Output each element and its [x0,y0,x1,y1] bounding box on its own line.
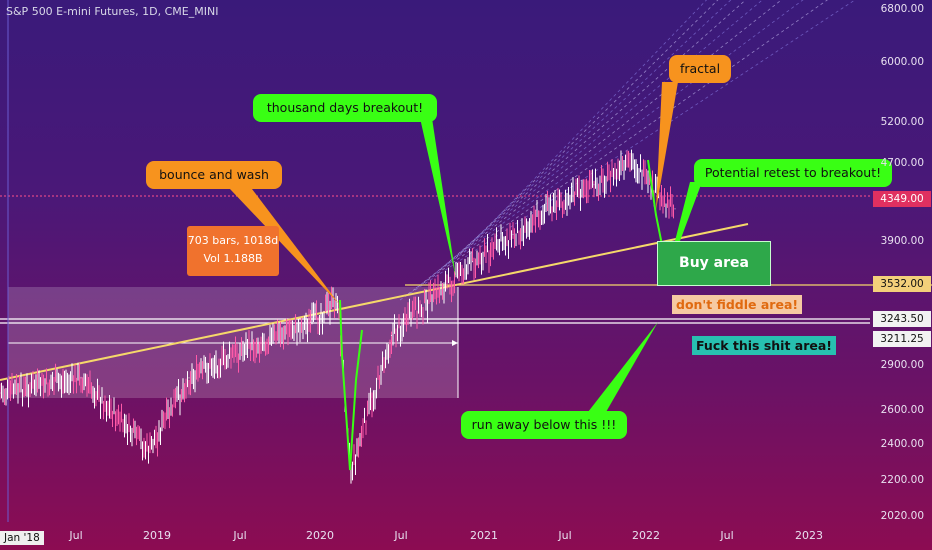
y-tick: 2400.00 [880,438,924,450]
level-tag-3211: 3211.25 [873,331,931,347]
thousand-pointer [420,118,456,278]
thousand-days-callout[interactable]: thousand days breakout! [253,94,437,122]
time-axis[interactable]: Jan '18 Jul 2019 Jul 2020 Jul 2021 Jul 2… [0,522,932,550]
measure-bars-label: 703 bars, 1018d [187,234,279,247]
channel-fan-line [431,0,763,277]
price-point [148,450,149,452]
x-tick: 2021 [470,529,498,542]
x-tick: 2022 [632,529,660,542]
price-point [634,161,635,163]
y-tick: 2900.00 [880,359,924,371]
channel-fan-line [399,0,856,301]
y-tick: 2200.00 [880,474,924,486]
y-tick: 6000.00 [880,56,924,68]
price-point [391,334,392,336]
price-point [647,184,649,186]
y-tick: 3900.00 [880,235,924,247]
x-tick: 2019 [143,529,171,542]
channel-fan-line [455,0,719,259]
measure-volume-label: Vol 1.188B [203,252,263,265]
x-tick: 2020 [306,529,334,542]
y-tick: 6800.00 [880,3,924,15]
channel-fan-line [415,0,804,289]
price-point [512,233,514,235]
fuck-area-label[interactable]: Fuck this shit area! [692,336,837,355]
x-start-label: Jan '18 [0,531,44,545]
fractal-pointer [656,82,678,210]
channel-fan-line [423,0,782,283]
price-point [593,184,595,186]
y-tick: 4700.00 [880,157,924,169]
channel-fan-line [463,0,708,253]
x-tick: Jul [69,529,83,542]
bounce-callout[interactable]: bounce and wash [146,161,282,189]
price-point [553,203,554,205]
channel-fan-line [447,0,732,265]
measure-arrow-head [452,340,458,346]
price-point [674,208,676,210]
symbol-title: S&P 500 E-mini Futures, 1D, CME_MINI [6,5,219,18]
runaway-pointer [588,322,658,412]
level-tag-3532: 3532.00 [873,276,931,292]
fiddle-area-label[interactable]: don't fiddle area! [672,295,803,314]
fractal-callout[interactable]: fractal [669,55,731,83]
bounce-pointer [230,189,340,305]
price-point [310,321,311,323]
y-tick: 2600.00 [880,404,924,416]
y-tick: 5200.00 [880,116,924,128]
measure-box: 703 bars, 1018d Vol 1.188B [187,226,279,276]
x-tick: 2023 [795,529,823,542]
run-away-callout[interactable]: run away below this !!! [461,411,627,439]
price-point [472,261,473,263]
channel-fan-line [439,0,747,271]
crash-path-drawing [339,299,363,471]
y-tick: 2020.00 [880,510,924,522]
x-tick: Jul [394,529,408,542]
x-tick: Jul [720,529,734,542]
last-price-tag: 4349.00 [873,191,931,207]
x-tick: Jul [558,529,572,542]
price-point [188,377,190,379]
retest-callout[interactable]: Potential retest to breakout! [694,159,892,187]
price-point [337,298,338,300]
buy-area-box[interactable]: Buy area [657,241,771,286]
price-axis[interactable]: 6800.00 6000.00 5200.00 4700.00 3900.00 … [870,0,932,522]
x-tick: Jul [233,529,247,542]
channel-fan-line [407,0,828,295]
level-tag-3243: 3243.50 [873,311,931,327]
price-point [431,296,433,298]
price-point [0,392,1,394]
price-point [242,348,244,350]
long-trendline [0,223,749,381]
price-point [80,377,82,379]
